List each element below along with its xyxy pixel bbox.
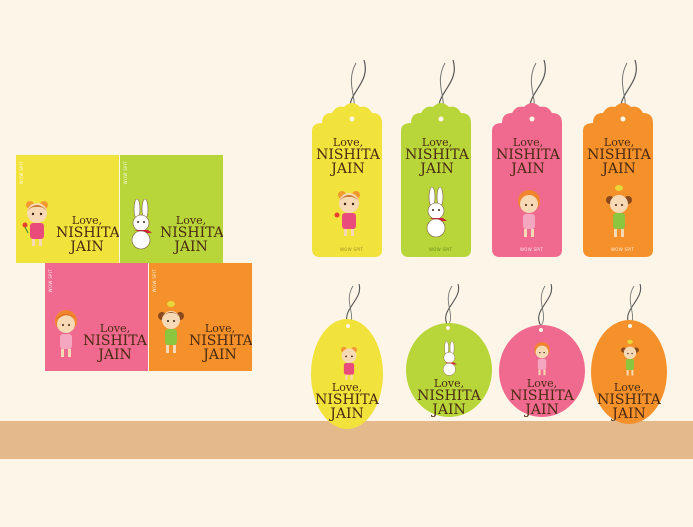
name-line1: NISHITA xyxy=(315,392,379,408)
name-line1: NISHITA xyxy=(316,147,380,163)
oval-tag-orange: Love, NISHITA JAIN xyxy=(590,282,670,432)
hang-tag-orange: Love, NISHITA JAIN WOW SPIT xyxy=(583,55,663,260)
hang-tag-pink: Love, NISHITA JAIN WOW SPIT xyxy=(492,55,572,260)
tag-greeting: Love, NISHITA JAIN xyxy=(496,137,560,176)
name-line1: NISHITA xyxy=(587,147,651,163)
card-greeting: Love, NISHITA JAIN xyxy=(160,214,223,255)
card-green: WOW SPIT Love, NISHITA JAIN xyxy=(120,155,223,263)
hang-tag-green: Love, NISHITA JAIN WOW SPIT xyxy=(401,55,481,260)
tag-greeting: Love, NISHITA JAIN xyxy=(315,382,379,421)
name-line2: JAIN xyxy=(203,347,237,363)
bunny-icon xyxy=(421,187,453,239)
name-line1: NISHITA xyxy=(160,225,223,241)
tag-greeting: Love, NISHITA JAIN xyxy=(405,137,469,176)
card-greeting: Love, NISHITA JAIN xyxy=(56,214,119,255)
love-text: Love, xyxy=(433,377,465,390)
love-text: Love, xyxy=(71,214,103,227)
oval-tag-yellow: Love, NISHITA JAIN xyxy=(309,282,387,432)
girl-with-bird-icon xyxy=(603,183,635,243)
name-line1: NISHITA xyxy=(405,147,469,163)
tag-greeting: Love, NISHITA JAIN xyxy=(597,382,661,421)
oval-tag-green: Love, NISHITA JAIN xyxy=(404,282,494,432)
card-pink: WOW SPIT Love, NISHITA JAIN xyxy=(45,263,148,371)
card-brand-label: WOW SPIT xyxy=(152,269,157,293)
card-orange: WOW SPIT Love, NISHITA JAIN xyxy=(149,263,252,371)
love-text: Love, xyxy=(332,136,364,149)
tag-greeting: Love, NISHITA JAIN xyxy=(587,137,651,176)
love-text: Love, xyxy=(512,136,544,149)
name-line1: NISHITA xyxy=(496,147,560,163)
oval-tag-pink: Love, NISHITA JAIN xyxy=(497,282,587,432)
love-text: Love, xyxy=(603,136,635,149)
name-line2: JAIN xyxy=(331,161,365,177)
girl-with-flower-icon xyxy=(338,344,360,382)
girl-with-flower-icon xyxy=(22,197,52,249)
love-text: Love, xyxy=(99,322,131,335)
name-line2: JAIN xyxy=(330,406,364,422)
card-greeting: Love, NISHITA JAIN xyxy=(83,323,147,362)
name-line2: JAIN xyxy=(612,406,646,422)
love-text: Love, xyxy=(421,136,453,149)
name-line2: JAIN xyxy=(174,239,208,255)
name-line1: NISHITA xyxy=(56,225,119,241)
name-line2: JAIN xyxy=(511,161,545,177)
name-line2: JAIN xyxy=(70,239,104,255)
love-text: Love, xyxy=(175,214,207,227)
name-line1: NISHITA xyxy=(510,388,574,404)
tag-greeting: Love, NISHITA JAIN xyxy=(417,378,481,417)
card-greeting: Love, NISHITA JAIN xyxy=(189,322,252,363)
love-text: Love, xyxy=(331,381,363,394)
name-line2: JAIN xyxy=(525,402,559,418)
girl-with-flower-icon xyxy=(334,187,364,239)
name-line1: NISHITA xyxy=(597,392,661,408)
tag-brand-label: WOW SPIT xyxy=(611,247,635,252)
hang-tag-yellow: Love, NISHITA JAIN WOW SPIT xyxy=(312,55,392,260)
girl-with-bird-icon xyxy=(155,299,187,359)
love-text: Love, xyxy=(526,377,558,390)
tag-brand-label: WOW SPIT xyxy=(340,247,364,252)
redhead-girl-icon xyxy=(51,307,81,361)
bunny-icon xyxy=(126,199,158,251)
love-text: Love, xyxy=(204,322,236,335)
redhead-girl-icon xyxy=(531,340,553,378)
name-line2: JAIN xyxy=(420,161,454,177)
tag-brand-label: WOW SPIT xyxy=(520,247,544,252)
name-line1: NISHITA xyxy=(189,333,252,349)
card-yellow: WOW SPIT Love, NISHITA JAIN xyxy=(16,155,119,263)
card-brand-label: WOW SPIT xyxy=(48,269,53,293)
bunny-icon xyxy=(439,340,461,378)
name-line2: JAIN xyxy=(602,161,636,177)
tag-greeting: Love, NISHITA JAIN xyxy=(510,378,574,417)
card-brand-label: WOW SPIT xyxy=(123,161,128,185)
tag-greeting: Love, NISHITA JAIN xyxy=(316,137,380,176)
name-line2: JAIN xyxy=(98,347,132,363)
name-line1: NISHITA xyxy=(417,388,481,404)
redhead-girl-icon xyxy=(514,187,544,241)
tag-brand-label: WOW SPIT xyxy=(429,247,453,252)
name-line2: JAIN xyxy=(432,402,466,418)
love-text: Love, xyxy=(613,381,645,394)
card-brand-label: WOW SPIT xyxy=(19,161,24,185)
girl-with-bird-icon xyxy=(619,338,641,380)
name-line1: NISHITA xyxy=(83,333,147,349)
